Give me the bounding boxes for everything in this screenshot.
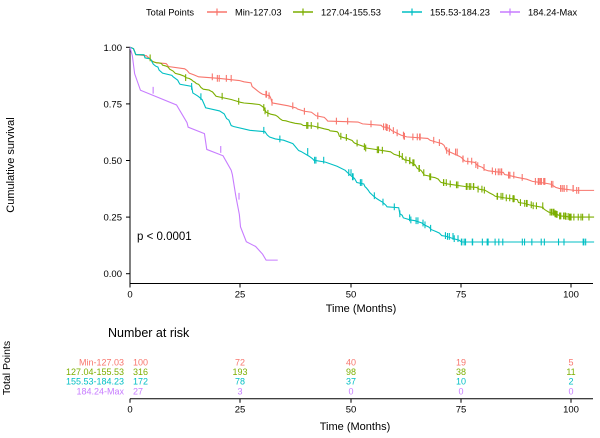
- svg-text:0.25: 0.25: [104, 213, 123, 224]
- svg-text:0: 0: [127, 405, 132, 416]
- svg-text:Time (Months): Time (Months): [320, 421, 391, 433]
- svg-text:p < 0.0001: p < 0.0001: [137, 231, 192, 243]
- svg-text:155.53-184.23: 155.53-184.23: [66, 376, 124, 386]
- svg-text:10: 10: [456, 376, 466, 386]
- svg-text:1.00: 1.00: [104, 43, 123, 54]
- svg-text:37: 37: [346, 376, 356, 386]
- svg-text:Min-127.03: Min-127.03: [235, 8, 282, 18]
- svg-text:Total Points: Total Points: [1, 341, 13, 395]
- svg-text:25: 25: [235, 405, 246, 416]
- svg-text:75: 75: [456, 405, 467, 416]
- svg-text:0: 0: [348, 387, 353, 397]
- svg-text:0.50: 0.50: [104, 156, 123, 167]
- svg-text:Number at risk: Number at risk: [108, 326, 190, 340]
- svg-text:0: 0: [127, 290, 132, 301]
- svg-text:3: 3: [237, 387, 242, 397]
- svg-text:25: 25: [235, 290, 246, 301]
- svg-text:0.75: 0.75: [104, 99, 123, 110]
- svg-text:72: 72: [235, 358, 245, 368]
- svg-text:78: 78: [235, 376, 245, 386]
- svg-text:184.24-Max: 184.24-Max: [528, 8, 577, 18]
- svg-text:100: 100: [133, 358, 148, 368]
- svg-text:155.53-184.23: 155.53-184.23: [430, 8, 490, 18]
- svg-text:40: 40: [346, 358, 356, 368]
- svg-text:50: 50: [346, 405, 357, 416]
- svg-text:184.24-Max: 184.24-Max: [76, 387, 124, 397]
- svg-text:5: 5: [568, 358, 573, 368]
- svg-text:0: 0: [568, 387, 573, 397]
- svg-text:100: 100: [563, 290, 579, 301]
- svg-text:75: 75: [456, 290, 467, 301]
- svg-text:2: 2: [568, 376, 573, 386]
- svg-text:50: 50: [346, 290, 357, 301]
- svg-text:0.00: 0.00: [104, 269, 123, 280]
- svg-text:0: 0: [458, 387, 463, 397]
- svg-text:27: 27: [133, 387, 143, 397]
- svg-text:127.04-155.53: 127.04-155.53: [321, 8, 381, 18]
- svg-text:172: 172: [133, 376, 148, 386]
- svg-text:100: 100: [563, 405, 579, 416]
- svg-text:Cumulative survival: Cumulative survival: [5, 117, 17, 212]
- svg-text:Min-127.03: Min-127.03: [79, 358, 124, 368]
- svg-text:19: 19: [456, 358, 466, 368]
- svg-text:Total Points: Total Points: [146, 8, 194, 18]
